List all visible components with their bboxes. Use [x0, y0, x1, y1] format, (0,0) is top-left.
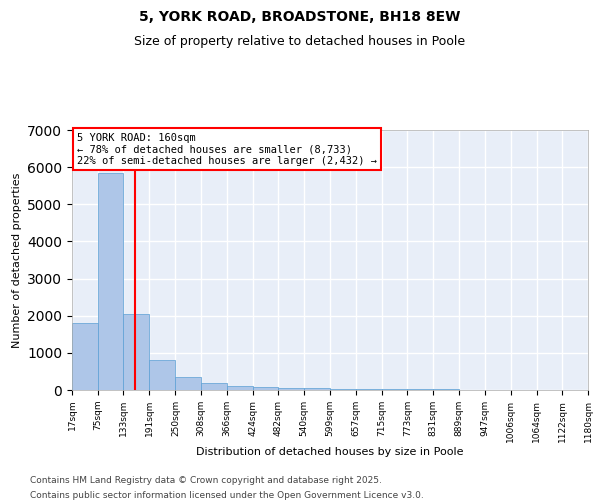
Text: Size of property relative to detached houses in Poole: Size of property relative to detached ho…	[134, 35, 466, 48]
Text: 5, YORK ROAD, BROADSTONE, BH18 8EW: 5, YORK ROAD, BROADSTONE, BH18 8EW	[139, 10, 461, 24]
Bar	[356, 389, 382, 390]
Bar	[304, 388, 330, 390]
Bar	[227, 386, 253, 390]
X-axis label: Distribution of detached houses by size in Poole: Distribution of detached houses by size …	[196, 448, 464, 458]
Bar	[72, 323, 98, 390]
Bar	[98, 172, 124, 390]
Bar	[278, 388, 304, 390]
Bar	[149, 360, 175, 390]
Bar	[201, 382, 227, 390]
Text: 5 YORK ROAD: 160sqm
← 78% of detached houses are smaller (8,733)
22% of semi-det: 5 YORK ROAD: 160sqm ← 78% of detached ho…	[77, 132, 377, 166]
Bar	[175, 377, 201, 390]
Y-axis label: Number of detached properties: Number of detached properties	[11, 172, 22, 348]
Bar	[330, 388, 356, 390]
Text: Contains public sector information licensed under the Open Government Licence v3: Contains public sector information licen…	[30, 491, 424, 500]
Text: Contains HM Land Registry data © Crown copyright and database right 2025.: Contains HM Land Registry data © Crown c…	[30, 476, 382, 485]
Bar	[124, 314, 149, 390]
Bar	[253, 387, 278, 390]
